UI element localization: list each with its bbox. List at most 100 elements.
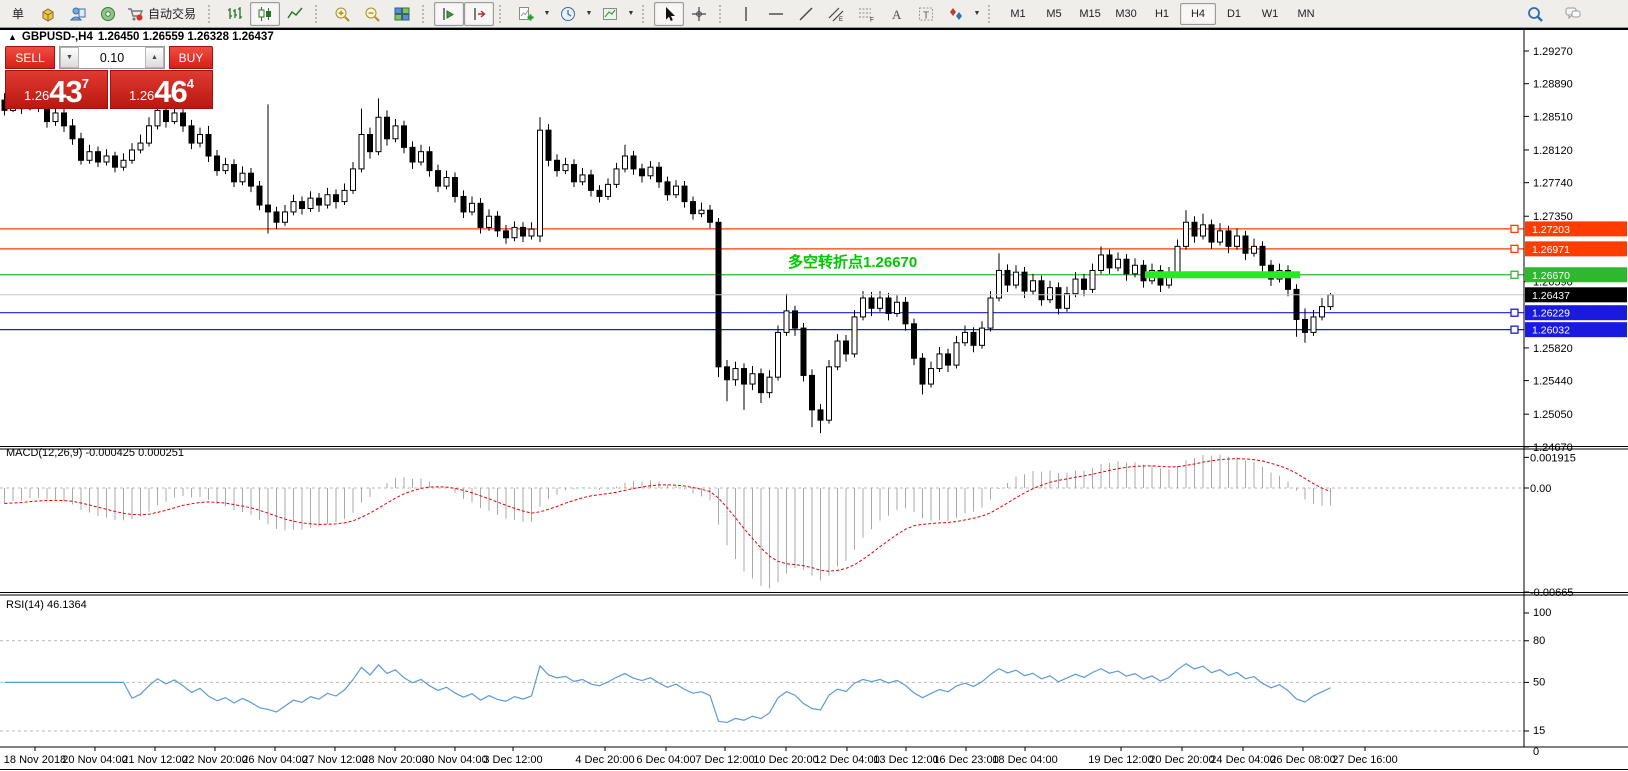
svg-text:1.25820: 1.25820 [1533,343,1573,355]
buy-button[interactable]: BUY [169,46,213,69]
candle-body [520,226,526,237]
vertical-line-button[interactable] [731,2,761,26]
svg-text:12 Dec 04:00: 12 Dec 04:00 [814,754,879,766]
crosshair-button[interactable] [684,2,714,26]
chat-icon[interactable] [1558,2,1588,26]
candle-body [86,151,93,161]
cursor [666,6,676,21]
signals-icon[interactable] [93,2,123,26]
timeframe-h1-button[interactable]: H1 [1154,7,1170,20]
timeframe-d1-button[interactable]: D1 [1226,7,1242,20]
bid-quote[interactable]: 1.26 43 7 [5,70,108,109]
svg-text:1.29270: 1.29270 [1533,46,1573,58]
macd-indicator-label: MACD(12,26,9) -0.000425 0.000251 [6,447,184,459]
timeframe-m1-button[interactable]: M1 [1010,7,1026,20]
equidistant-channel-button[interactable]: E [821,2,851,26]
candle-body [290,201,297,213]
trendline-button[interactable] [791,2,821,26]
volume-input[interactable] [79,47,145,68]
chart-shift-button[interactable] [464,1,495,26]
new-order-button[interactable]: 单 [11,7,24,21]
fibonacci-button[interactable]: F [851,2,881,26]
candlestick-button[interactable] [250,1,281,26]
ask-quote[interactable]: 1.26 46 4 [110,70,213,109]
panel-separators[interactable] [0,446,1628,596]
chart-annotation-text[interactable]: 多空转折点1.26670 [788,254,918,271]
search-icon[interactable] [1520,2,1550,26]
candle-body [222,164,229,172]
candle-body [630,155,637,170]
indicators-button-caret[interactable]: ▼ [543,10,551,17]
candle-body [1055,287,1062,309]
hline-handle [1510,270,1519,279]
indicator-level-lines [0,487,1524,732]
autoscroll-button[interactable] [434,1,465,26]
candle-body [613,168,620,185]
svg-text:22 Nov 20:00: 22 Nov 20:00 [182,754,247,766]
svg-text:18 Dec 04:00: 18 Dec 04:00 [992,754,1057,766]
arrows-button[interactable] [941,2,971,26]
periods-button-caret[interactable]: ▼ [585,10,593,17]
svg-text:80: 80 [1533,635,1545,647]
cursor-button[interactable] [654,1,685,26]
timeframe-m30-button[interactable]: M30 [1115,7,1137,20]
candle-body [494,215,501,232]
timeframe-m15-button[interactable]: M15 [1079,7,1101,20]
indicators-button[interactable] [511,2,541,26]
zoom-in-button[interactable] [327,2,357,26]
candle-body [95,151,101,163]
bars [228,6,243,19]
collapse-panel-icon[interactable]: ▲ [8,32,17,42]
tile-windows-button[interactable] [387,2,417,26]
timeframe-mn-button[interactable]: MN [1297,7,1315,20]
person [69,7,86,20]
candle-body [375,116,382,153]
svg-text:50: 50 [1533,676,1545,688]
candle-body [418,151,424,163]
arrows-button-caret[interactable]: ▼ [973,10,981,17]
svg-text:18 Nov 2018: 18 Nov 2018 [4,754,66,766]
autotrading-button[interactable]: 自动交易 [123,2,203,26]
candle-body [911,323,917,359]
market-watch-icon[interactable] [33,2,63,26]
price-axis[interactable]: 1.29270 1.28890 1.28510 1.28120 1.27740 1.273… [1524,46,1576,758]
candle-body [987,297,994,329]
horizontal-line-button[interactable] [761,2,791,26]
volume-decrease-button[interactable]: ▼ [60,47,79,68]
svg-text:F: F [870,16,874,23]
data-window-icon[interactable] [63,2,93,26]
sell-button[interactable]: SELL [5,46,55,69]
toolbar: 单 自动交易 ▼ ▼ ▼ E F A T ▼ M1 M5 M15 M30 H1 H4 D1 W1 MN [0,0,1628,28]
timeframe-h4-button[interactable]: H4 [1180,2,1217,25]
toolbar-grip [719,4,726,23]
text-button[interactable]: A [881,2,911,26]
periods-button[interactable] [553,2,583,26]
templates-button[interactable] [595,2,625,26]
candle-body [205,133,212,157]
candle-body [877,297,883,309]
volume-increase-button[interactable]: ▲ [145,47,164,68]
candle-body [307,197,314,209]
line-chart-button[interactable] [280,2,310,26]
candle-body [1259,245,1266,266]
svg-text:20 Dec 20:00: 20 Dec 20:00 [1149,754,1214,766]
candle-body [52,112,59,123]
bar-chart-button[interactable] [220,2,250,26]
toolbar-grip [422,4,429,23]
svg-text:-0.00665: -0.00665 [1530,587,1573,599]
text-label-button[interactable]: T [911,2,941,26]
svg-text:1.25050: 1.25050 [1533,409,1573,421]
timeframe-w1-button[interactable]: W1 [1261,7,1279,20]
timeframe-m5-button[interactable]: M5 [1046,7,1062,20]
hline-handle [1510,224,1519,234]
chat [1565,7,1581,19]
svg-text:27 Dec 16:00: 27 Dec 16:00 [1332,754,1397,766]
zoom-out-button[interactable] [357,2,387,26]
svg-text:19 Dec 12:00: 19 Dec 12:00 [1088,754,1153,766]
templates-button-caret[interactable]: ▼ [627,10,635,17]
candle-body [605,183,611,197]
candle-body [724,366,730,381]
candle-body [1030,280,1036,292]
